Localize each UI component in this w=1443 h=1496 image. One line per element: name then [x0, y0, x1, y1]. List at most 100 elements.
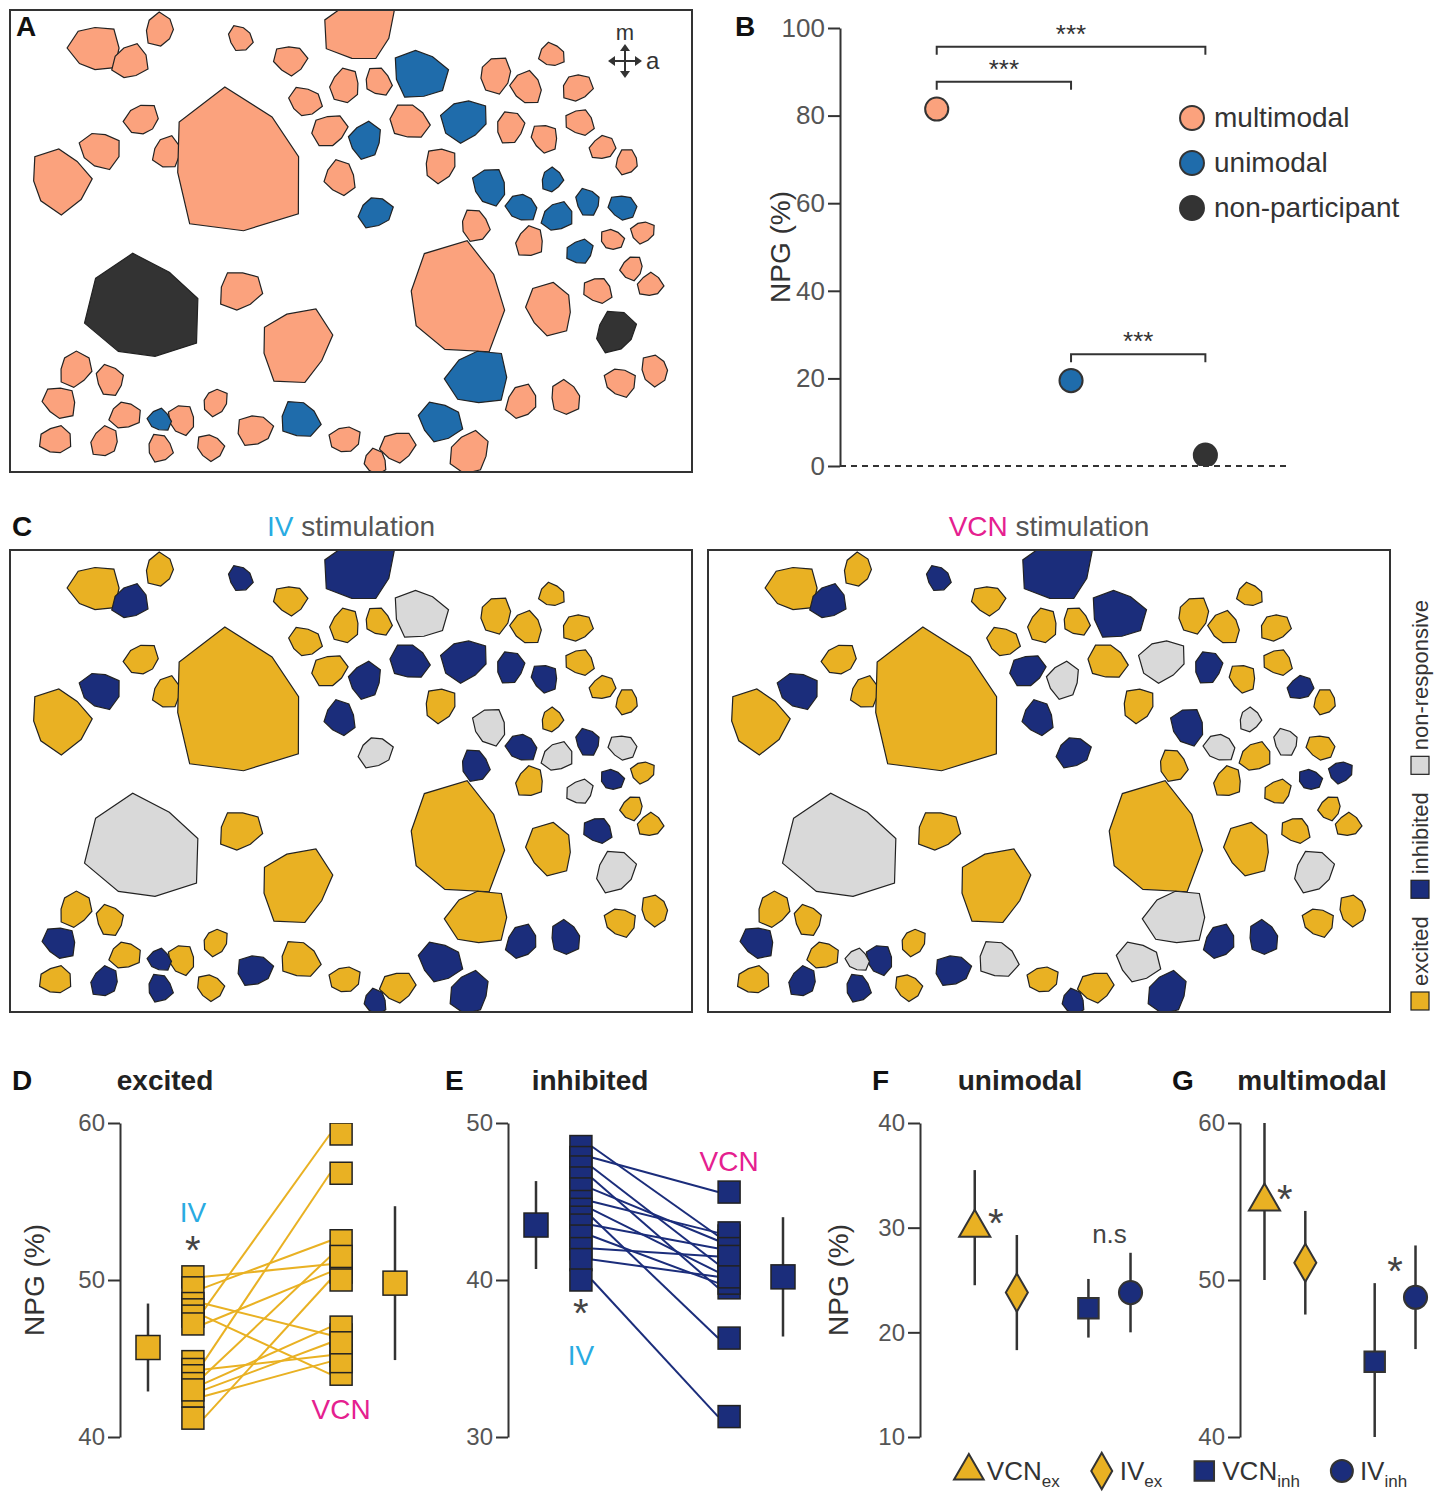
- cell: [426, 689, 455, 724]
- point: [718, 1266, 740, 1288]
- cell: [329, 427, 360, 452]
- cell: [146, 12, 173, 46]
- cell: [1142, 891, 1204, 942]
- legend-label: multimodal: [1214, 102, 1349, 133]
- cell: [1088, 645, 1128, 677]
- cell: [481, 598, 511, 634]
- legend-label: inhibited: [1408, 792, 1433, 874]
- cell: [576, 728, 599, 755]
- cell: [96, 364, 123, 395]
- cell: [1023, 550, 1092, 598]
- significance-label: *: [1387, 1249, 1403, 1293]
- panel: 020406080100*********: [782, 13, 1290, 481]
- legend: multimodalunimodalnon-participant: [1180, 102, 1399, 223]
- legend-item: VCNinh: [1195, 1456, 1300, 1491]
- cell: [541, 742, 572, 770]
- cell: [390, 645, 430, 677]
- point: [1119, 1281, 1142, 1304]
- panel: 405060*IVVCN: [78, 1109, 407, 1450]
- compass-head: [635, 56, 642, 66]
- cell: [851, 676, 878, 707]
- tick: 40: [78, 1423, 120, 1450]
- cell: [505, 734, 537, 759]
- cell: [282, 942, 321, 977]
- pair-line: [204, 1327, 330, 1384]
- legend-swatch: [1411, 992, 1429, 1010]
- panel-letter: E: [445, 1065, 464, 1096]
- cell: [566, 650, 594, 676]
- cell: [1109, 781, 1202, 892]
- cell: [631, 762, 655, 784]
- compass-head: [620, 71, 630, 78]
- legend-marker: [954, 1454, 984, 1480]
- cell: [473, 710, 505, 746]
- point: [330, 1162, 352, 1184]
- panel-title: multimodal: [1237, 1065, 1386, 1096]
- legend: excitedinhibitednon-responsive: [1408, 600, 1433, 1010]
- cell: [112, 44, 148, 78]
- cell: [34, 149, 93, 215]
- cell: [896, 975, 923, 1002]
- cell: [589, 676, 616, 699]
- cell: [1196, 652, 1223, 683]
- cell-map: [34, 10, 668, 472]
- point: [1194, 443, 1217, 466]
- cell: [1028, 608, 1056, 642]
- legend-name: VCN: [987, 1456, 1042, 1486]
- axis-line: [920, 1124, 922, 1438]
- cell: [198, 435, 225, 462]
- cell: [1302, 909, 1333, 937]
- significance-label: *: [988, 1201, 1004, 1245]
- cell: [1116, 942, 1160, 982]
- pair-line: [592, 1280, 718, 1417]
- significance-label: *: [185, 1228, 201, 1272]
- y-axis: 10203040: [878, 1109, 920, 1450]
- cell: [902, 929, 925, 956]
- point: [718, 1245, 740, 1267]
- cell: [987, 627, 1021, 655]
- cell: [149, 974, 173, 1002]
- cell: [927, 566, 952, 591]
- panel-letter: C: [12, 511, 32, 542]
- cell: [1329, 762, 1353, 784]
- tick-label: 40: [1198, 1423, 1225, 1450]
- tick-mark: [828, 290, 840, 292]
- marks: [1249, 1123, 1427, 1437]
- point: [330, 1332, 352, 1354]
- title-part: IV: [267, 511, 294, 542]
- cell: [1171, 710, 1203, 746]
- legend-label: IVinh: [1360, 1456, 1407, 1491]
- significance-label: ***: [1056, 19, 1086, 49]
- cell: [282, 402, 321, 437]
- tick: 60: [796, 188, 840, 218]
- panel-letter: A: [16, 11, 36, 42]
- mean-point: [383, 1271, 407, 1295]
- cell: [112, 584, 148, 618]
- tick-mark: [828, 28, 840, 30]
- cell: [40, 426, 71, 453]
- tick-label: 20: [796, 363, 825, 393]
- tick-label: 40: [466, 1266, 493, 1293]
- cell: [1340, 895, 1366, 927]
- cell: [1282, 819, 1310, 844]
- cell: [516, 226, 543, 256]
- pair-line: [592, 1178, 718, 1288]
- cell: [1240, 707, 1261, 732]
- marks: [925, 97, 1217, 466]
- panel-letter: D: [12, 1065, 32, 1096]
- cell: [564, 615, 594, 641]
- cell: [198, 975, 225, 1002]
- cell: [274, 587, 308, 616]
- cell: [463, 210, 491, 241]
- cell: [738, 966, 769, 993]
- point: [1249, 1184, 1280, 1211]
- cell: [67, 568, 119, 610]
- cell: [1124, 689, 1153, 724]
- cell: [597, 311, 637, 352]
- cell: [221, 813, 263, 850]
- tick: 50: [466, 1109, 508, 1136]
- tick-mark: [108, 1437, 120, 1439]
- pair-line: [592, 1217, 718, 1338]
- cell: [552, 919, 580, 954]
- cell: [61, 351, 92, 387]
